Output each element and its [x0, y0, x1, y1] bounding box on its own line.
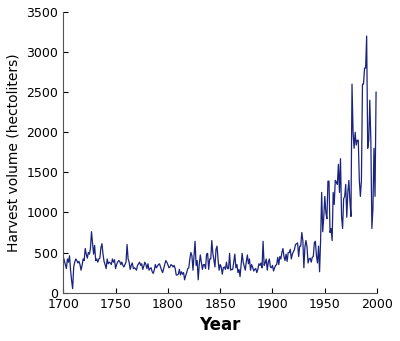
X-axis label: Year: Year: [200, 316, 241, 334]
Y-axis label: Harvest volume (hectoliters): Harvest volume (hectoliters): [7, 53, 21, 252]
